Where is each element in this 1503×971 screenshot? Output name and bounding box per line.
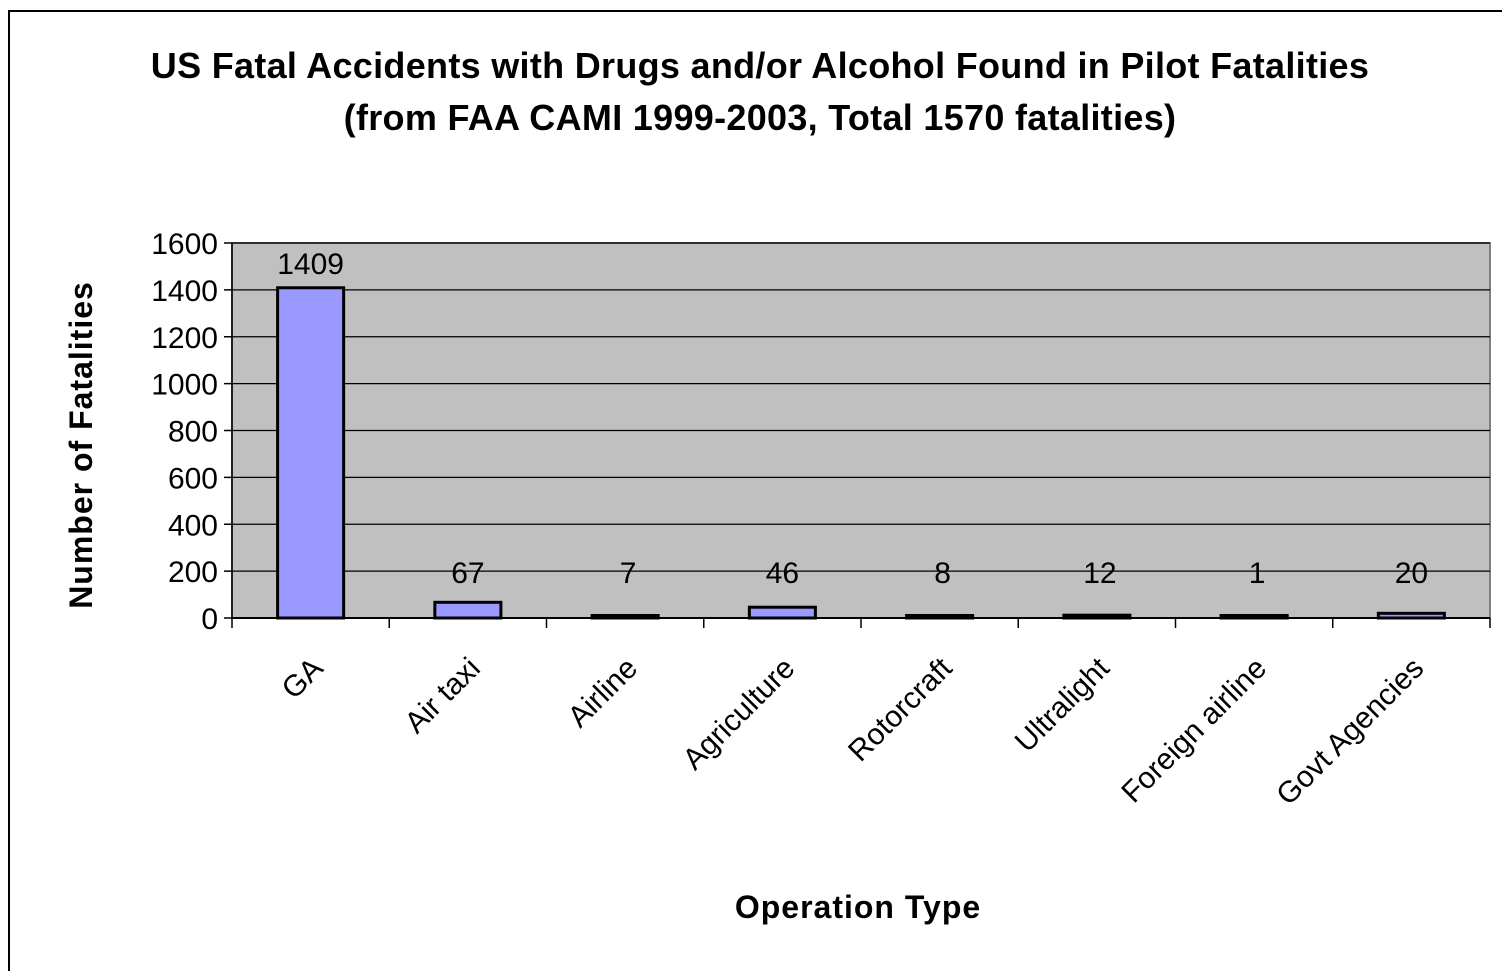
y-axis-title: Number of Fatalities	[63, 281, 99, 609]
data-label: 46	[766, 557, 799, 590]
bar-govt-agencies	[1376, 611, 1446, 620]
y-tick-label: 0	[201, 603, 218, 636]
bar-foreign-airline	[1219, 614, 1289, 620]
y-tick-label: 800	[168, 416, 218, 449]
data-label: 1409	[277, 248, 344, 281]
bar-rotorcraft	[905, 614, 975, 620]
y-tick-label: 1600	[151, 228, 218, 261]
y-tick-label: 400	[168, 509, 218, 542]
bar-ga	[276, 286, 346, 620]
data-label: 8	[934, 557, 951, 590]
data-label: 1	[1249, 557, 1266, 590]
x-axis-title: Operation Type	[735, 889, 981, 925]
category-label: GA	[276, 652, 330, 706]
y-tick-label: 1000	[151, 369, 218, 402]
data-label: 7	[620, 557, 637, 590]
data-label: 67	[451, 557, 484, 590]
category-label: Rotorcraft	[842, 651, 959, 768]
data-label: 12	[1083, 557, 1116, 590]
category-label: Airline	[562, 652, 644, 734]
y-tick-label: 1400	[151, 275, 218, 308]
data-label: 20	[1395, 557, 1428, 590]
bar-airline	[590, 614, 660, 620]
y-tick-label: 1200	[151, 322, 218, 355]
chart-title: US Fatal Accidents with Drugs and/or Alc…	[150, 45, 1370, 138]
bar-agriculture	[747, 605, 817, 620]
category-label: Govt Agencies	[1270, 652, 1430, 812]
category-label: Air taxi	[399, 652, 487, 740]
y-tick-label: 600	[168, 462, 218, 495]
category-label: Agriculture	[677, 652, 802, 777]
category-label: Foreign airline	[1115, 652, 1273, 810]
category-label: Ultralight	[1009, 651, 1117, 759]
bar-ultralight	[1062, 613, 1132, 620]
y-tick-label: 200	[168, 556, 218, 589]
bar-air-taxi	[433, 600, 503, 620]
